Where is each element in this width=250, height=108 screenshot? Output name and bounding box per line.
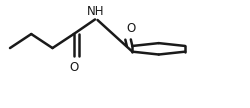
Text: NH: NH	[87, 5, 104, 18]
Text: O: O	[69, 61, 78, 74]
Text: O: O	[126, 22, 136, 35]
